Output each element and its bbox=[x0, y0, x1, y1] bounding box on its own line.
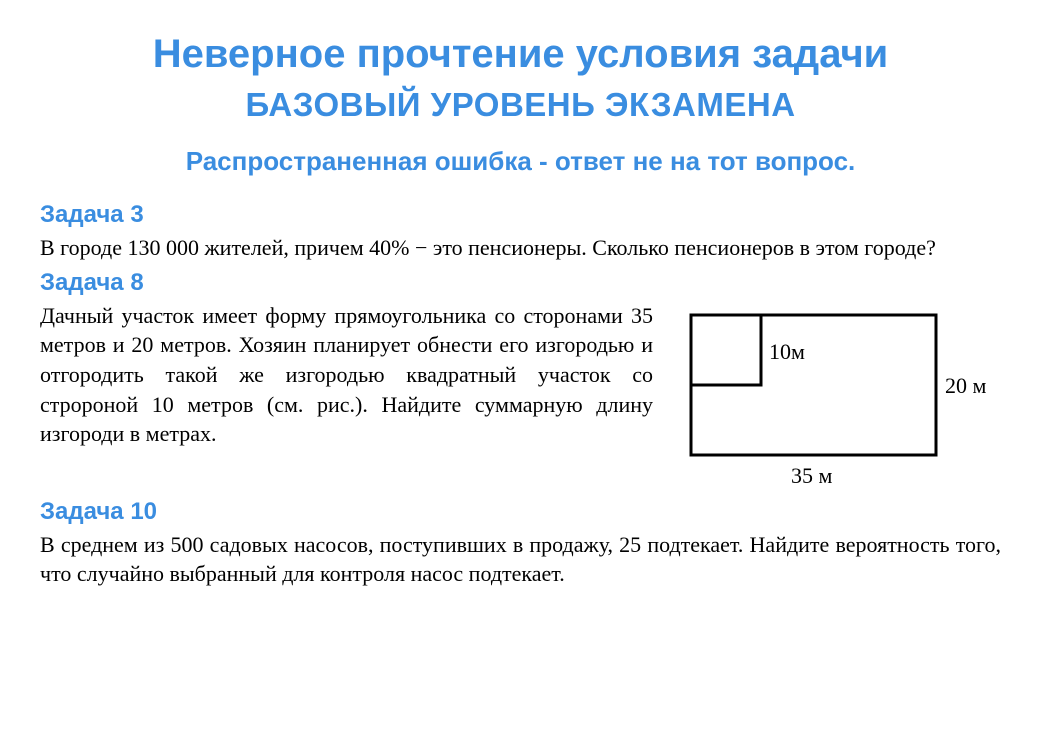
page-title: Неверное прочтение условия задачи bbox=[40, 30, 1001, 78]
common-error-note: Распространенная ошибка - ответ не на то… bbox=[40, 146, 1001, 177]
page-subtitle: БАЗОВЫЙ УРОВЕНЬ ЭКЗАМЕНА bbox=[40, 86, 1001, 124]
problem-3-text: В городе 130 000 жителей, причем 40% − э… bbox=[40, 233, 1001, 263]
inner-square bbox=[691, 315, 761, 385]
problem-10-text: В среднем из 500 садовых насосов, поступ… bbox=[40, 530, 1001, 589]
problem-8-heading: Задача 8 bbox=[40, 269, 1001, 297]
inner-side-label: 10м bbox=[769, 339, 805, 364]
problem-8-text: Дачный участок имеет форму прямоугольник… bbox=[40, 301, 653, 449]
height-label: 20 м bbox=[945, 373, 987, 398]
problem-3-heading: Задача 3 bbox=[40, 201, 1001, 229]
problem-10-heading: Задача 10 bbox=[40, 498, 1001, 526]
problem-8-diagram: 10м 20 м 35 м bbox=[681, 301, 1001, 492]
width-label: 35 м bbox=[791, 463, 833, 488]
